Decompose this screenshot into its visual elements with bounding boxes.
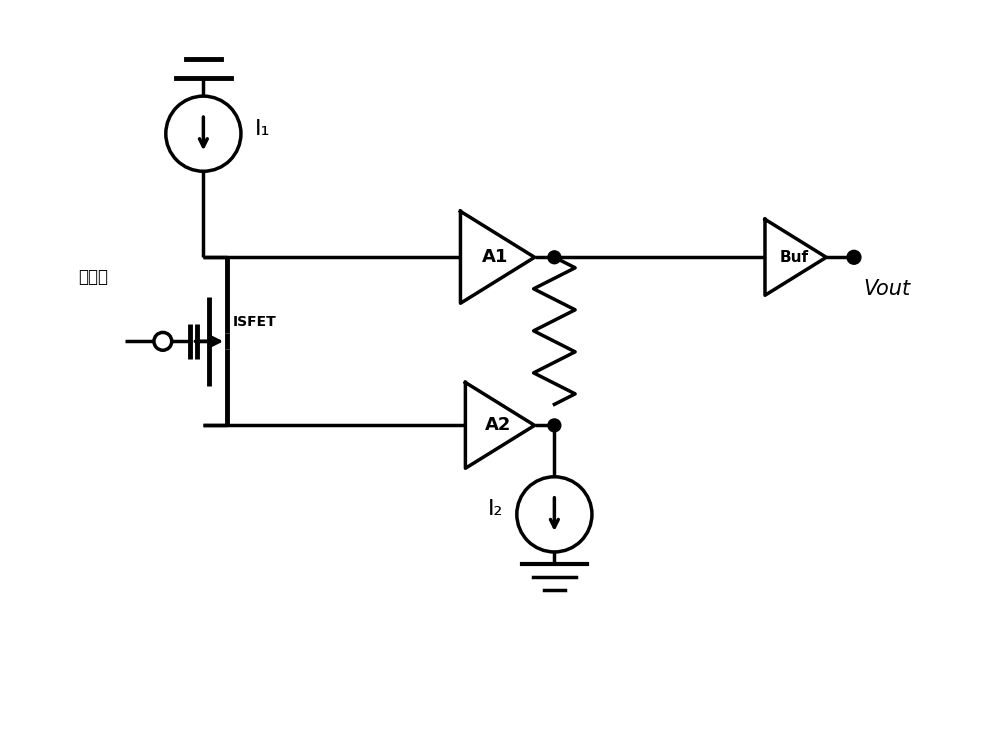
Text: I₁: I₁ bbox=[255, 119, 270, 139]
Polygon shape bbox=[460, 211, 535, 303]
Text: 悬浮栗: 悬浮栗 bbox=[78, 268, 108, 286]
Circle shape bbox=[847, 250, 861, 265]
Polygon shape bbox=[465, 382, 535, 468]
Text: I₂: I₂ bbox=[488, 499, 503, 519]
Circle shape bbox=[548, 251, 561, 264]
Polygon shape bbox=[765, 219, 826, 296]
Circle shape bbox=[548, 419, 561, 432]
Text: Vout: Vout bbox=[864, 279, 911, 299]
Text: A2: A2 bbox=[485, 416, 511, 434]
Text: A1: A1 bbox=[482, 248, 508, 266]
Text: ISFET: ISFET bbox=[233, 316, 277, 330]
Text: Buf: Buf bbox=[780, 250, 809, 265]
